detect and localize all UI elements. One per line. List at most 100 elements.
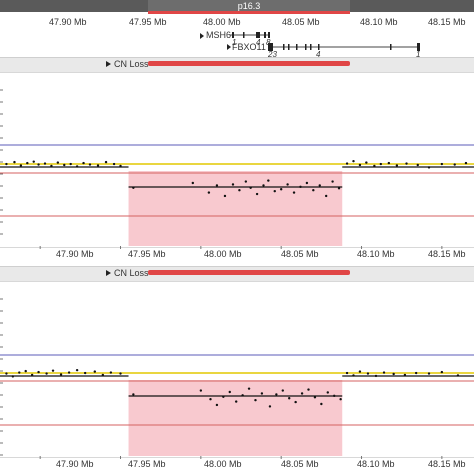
data-point [427,372,431,375]
data-point [339,398,342,401]
data-point [300,392,304,395]
data-point [69,162,72,166]
data-point [82,161,85,165]
data-point [234,400,238,403]
plot2-axis-label-1: 47.90 Mb [56,459,94,469]
data-point [366,372,370,375]
plot2-axis-label-2: 47.95 Mb [128,459,166,469]
msh6-exon-4: 4 [256,38,261,47]
ruler-top-label-5: 48.10 Mb [360,17,398,27]
plot2-axis-label-3: 48.00 Mb [204,459,242,469]
data-point [268,405,272,408]
data-point [30,373,34,377]
data-point [96,164,100,167]
data-point [403,373,407,377]
plot1-axis-label-2: 47.95 Mb [128,249,166,259]
ruler-top-label-2: 47.95 Mb [129,17,167,27]
data-point [464,161,468,165]
data-point [199,389,203,392]
data-point [207,191,211,194]
cytoband-label: p16.3 [237,1,261,11]
data-point [260,392,264,395]
data-point [333,394,336,398]
data-point [104,160,108,164]
plot1-axis-label-1: 47.90 Mb [56,249,94,259]
data-point [267,179,270,182]
data-point [247,387,251,390]
data-point [405,162,408,165]
data-point [109,371,113,374]
data-point [75,368,79,372]
data-point [294,400,297,404]
data-point [249,186,252,189]
collapse-triangle-icon[interactable] [106,61,111,67]
data-point [13,160,16,164]
data-point [273,189,276,193]
data-point [373,164,376,168]
plot2-axis-label-5: 48.10 Mb [357,459,395,469]
data-point [83,371,87,375]
ruler-top-label-6: 48.15 Mb [428,17,466,27]
data-point [215,403,219,407]
plot1-axis-label-4: 48.05 Mb [281,249,319,259]
data-point [222,395,225,398]
data-point [262,184,265,187]
data-point [456,374,460,377]
data-point [379,162,383,166]
data-point [326,391,329,394]
data-point [288,397,291,400]
gene-label-fbxo11[interactable]: FBXO11 [232,42,266,52]
data-point [279,188,283,191]
data-point [37,163,40,166]
data-point [345,162,349,165]
data-point [132,186,135,189]
data-point [18,371,21,374]
data-point [32,160,35,163]
data-point [112,162,116,166]
collapse-triangle-icon[interactable] [106,270,111,276]
data-point [358,370,362,373]
ruler-top-label-4: 48.05 Mb [282,17,320,27]
data-point [365,161,368,164]
data-point [324,194,328,198]
plot1-axis-label-3: 48.00 Mb [204,249,242,259]
data-point [299,185,302,189]
data-point [238,189,241,192]
data-point [119,372,122,375]
data-point [93,370,97,373]
cytoband-highlight [148,0,350,12]
data-point [440,162,444,166]
data-point [45,372,48,375]
gene-label-msh6[interactable]: MSH6 [206,30,232,40]
data-point [43,162,47,165]
data-point [382,371,386,374]
data-point [209,398,212,401]
data-point [313,396,317,399]
data-point [215,184,219,187]
ruler-top-label-1: 47.90 Mb [49,17,87,27]
data-point [345,371,349,375]
data-point [19,164,23,167]
data-point [37,370,40,374]
data-point [119,164,122,168]
data-point [305,181,309,185]
plot2-axis-label-4: 48.05 Mb [281,459,319,469]
data-point [101,373,105,377]
plot1-axis-label-5: 48.10 Mb [357,249,395,259]
track-label-2: CN Loss [114,268,149,278]
data-point [24,369,27,373]
data-point [440,370,444,374]
data-point [244,180,248,183]
data-point [75,165,79,168]
data-point [132,393,135,396]
data-point [11,375,15,378]
data-point [191,181,195,185]
track-label-1: CN Loss [114,59,149,69]
data-point [392,372,395,376]
data-point [286,183,289,186]
data-point [387,161,391,165]
data-point [275,393,278,396]
data-point [318,184,321,187]
data-point [307,388,310,391]
